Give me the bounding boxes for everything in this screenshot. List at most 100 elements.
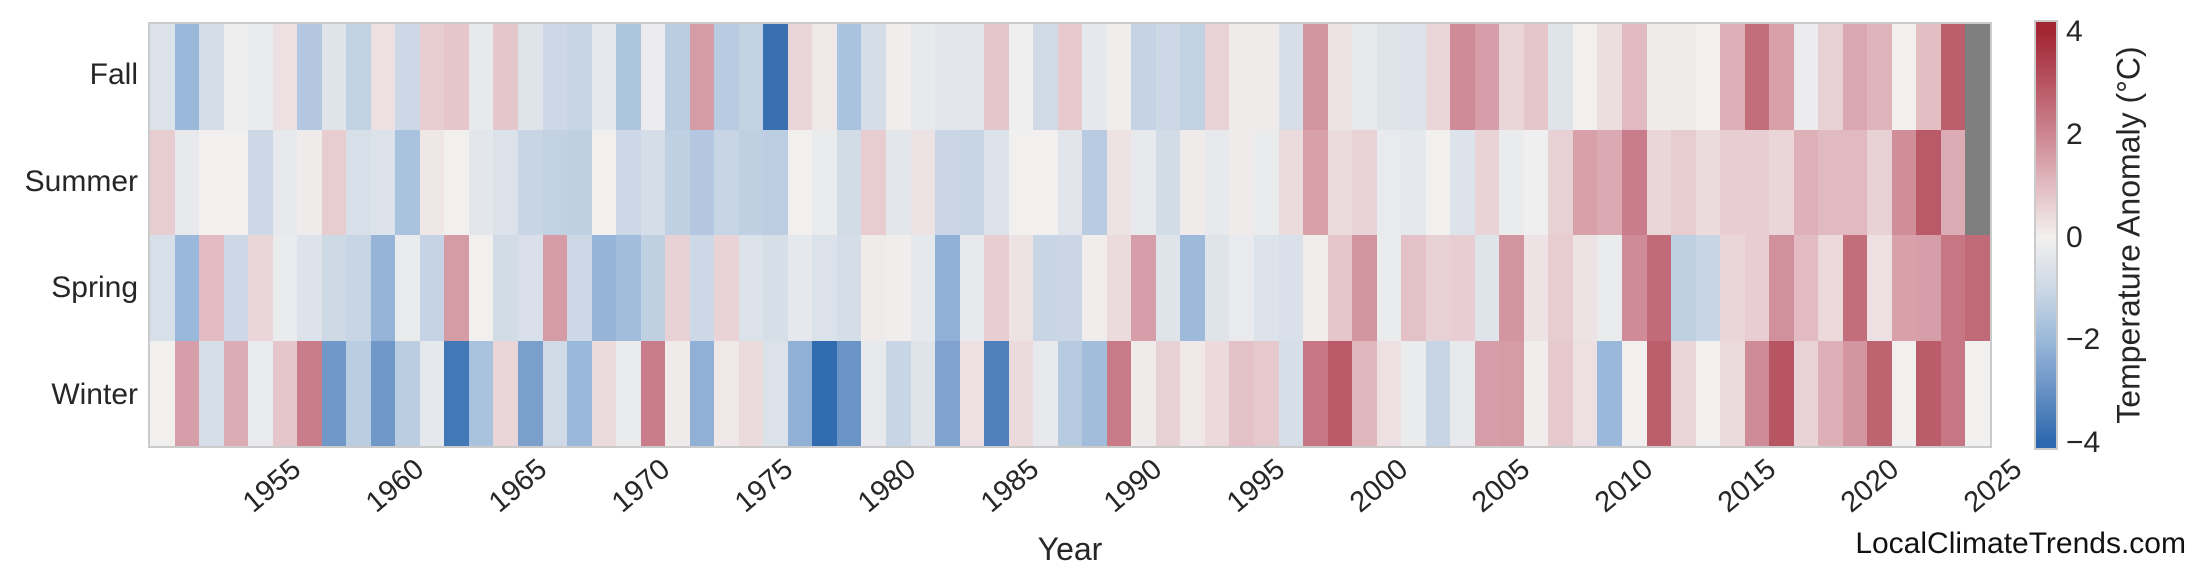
heatmap-cell — [321, 340, 347, 446]
heatmap-cell — [1033, 129, 1058, 235]
heatmap-cell — [738, 129, 764, 235]
heatmap-cell — [1131, 235, 1156, 341]
heatmap-cell — [1891, 340, 1917, 446]
heatmap-cell — [787, 129, 813, 235]
heatmap-cell — [1572, 129, 1598, 235]
heatmap-cell — [1671, 24, 1696, 130]
heatmap-grid — [150, 24, 1990, 446]
heatmap-cell — [1769, 129, 1794, 235]
heatmap-cell — [591, 129, 617, 235]
heatmap-cell — [468, 340, 494, 446]
heatmap-cell — [493, 129, 518, 235]
heatmap-cell — [738, 340, 764, 446]
heatmap-cell — [493, 24, 518, 130]
heatmap-cell — [1474, 129, 1500, 235]
heatmap-cell — [714, 129, 739, 235]
heatmap-cell — [1842, 235, 1868, 341]
heatmap-cell — [1204, 235, 1230, 341]
y-tick-label: Summer — [24, 164, 138, 198]
heatmap-cell — [468, 129, 494, 235]
heatmap-cell — [1033, 24, 1058, 130]
heatmap-cell — [665, 235, 690, 341]
heatmap-cell — [1106, 340, 1132, 446]
heatmap-cell — [542, 235, 568, 341]
heatmap-cell — [1253, 235, 1279, 341]
heatmap-cell — [689, 129, 715, 235]
heatmap-cell — [1548, 235, 1573, 341]
heatmap-cell — [370, 24, 396, 130]
heatmap-cell — [1793, 24, 1819, 130]
heatmap-cell — [665, 340, 690, 446]
heatmap-cell — [1720, 129, 1745, 235]
heatmap-cell — [1965, 129, 1990, 235]
y-tick-label: Winter — [51, 377, 138, 411]
heatmap-cell — [1793, 235, 1819, 341]
watermark: LocalClimateTrends.com — [1855, 527, 2186, 560]
heatmap-cell — [1523, 340, 1549, 446]
heatmap-cell — [1425, 235, 1451, 341]
heatmap-cell — [885, 340, 911, 446]
heatmap-cell — [444, 24, 469, 130]
y-tick-label: Spring — [51, 271, 138, 305]
heatmap-cell — [1131, 129, 1156, 235]
heatmap-cell — [885, 24, 911, 130]
heatmap-cell — [1940, 129, 1966, 235]
heatmap-cell — [1401, 129, 1426, 235]
heatmap-cell — [174, 24, 200, 130]
heatmap-cell — [763, 24, 788, 130]
heatmap-cell — [1057, 129, 1083, 235]
heatmap-cell — [616, 235, 641, 341]
heatmap-cell — [984, 24, 1009, 130]
heatmap-cell — [1180, 24, 1205, 130]
heatmap-cell — [493, 340, 518, 446]
heatmap-cell — [616, 129, 641, 235]
heatmap-cell — [1646, 129, 1672, 235]
heatmap-cell — [616, 24, 641, 130]
heatmap-cell — [1916, 340, 1941, 446]
heatmap-cell — [935, 129, 960, 235]
heatmap-cell — [272, 340, 298, 446]
heatmap-cell — [1327, 129, 1353, 235]
heatmap-cell — [935, 24, 960, 130]
heatmap-cell — [959, 129, 985, 235]
heatmap-cell — [812, 24, 837, 130]
heatmap-cell — [1720, 235, 1745, 341]
heatmap-cell — [910, 24, 936, 130]
heatmap-cell — [812, 340, 837, 446]
heatmap-cell — [738, 235, 764, 341]
heatmap-cell — [689, 235, 715, 341]
heatmap-cell — [689, 24, 715, 130]
heatmap-cell — [1548, 129, 1573, 235]
heatmap-cell — [567, 340, 592, 446]
heatmap-cell — [1818, 340, 1843, 446]
heatmap-cell — [591, 235, 617, 341]
heatmap-cell — [1057, 340, 1083, 446]
heatmap-cell — [984, 235, 1009, 341]
heatmap-cell — [1033, 235, 1058, 341]
heatmap-cell — [935, 340, 960, 446]
colorbar-title: Temperature Anomaly (°C) — [2110, 46, 2147, 424]
heatmap-cell — [1474, 340, 1500, 446]
heatmap-cell — [714, 340, 739, 446]
heatmap-cell — [1008, 235, 1034, 341]
heatmap-cell — [1253, 129, 1279, 235]
heatmap-cell — [861, 340, 886, 446]
colorbar-tick-label: 0 — [2066, 220, 2083, 254]
heatmap-cell — [1867, 129, 1892, 235]
heatmap-cell — [297, 129, 322, 235]
heatmap-cell — [174, 340, 200, 446]
heatmap-cell — [763, 235, 788, 341]
heatmap-cell — [935, 235, 960, 341]
heatmap-cell — [910, 129, 936, 235]
heatmap-cell — [321, 129, 347, 235]
heatmap-cell — [1548, 24, 1573, 130]
heatmap-cell — [1303, 235, 1328, 341]
heatmap-cell — [1229, 235, 1254, 341]
heatmap-cell — [1523, 235, 1549, 341]
heatmap-cell — [1327, 235, 1353, 341]
heatmap-cell — [1965, 24, 1990, 130]
heatmap-cell — [616, 340, 641, 446]
heatmap-cell — [542, 340, 568, 446]
heatmap-cell — [346, 24, 371, 130]
